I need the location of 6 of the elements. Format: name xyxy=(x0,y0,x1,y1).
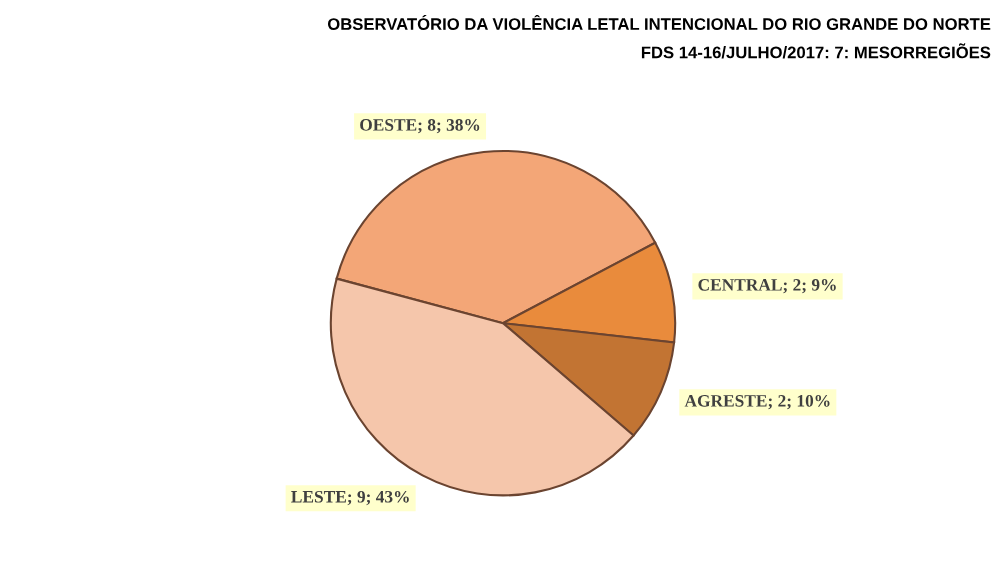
slice-label: OESTE; 8; 38% xyxy=(360,119,480,134)
slice-label: LESTE; 9; 43% xyxy=(291,490,409,506)
slice-label: CENTRAL; 2; 9% xyxy=(698,279,836,294)
slice-label: AGRESTE; 2; 10% xyxy=(684,395,830,410)
chart-title: OBSERVATÓRIO DA VIOLÊNCIA LETAL INTENCIONAL DO RIO GRANDE DO NORTE xyxy=(327,14,991,30)
chart-subtitle: FDS 14-16/JULHO/2017: 7: MESORREGIÕES xyxy=(641,43,991,59)
